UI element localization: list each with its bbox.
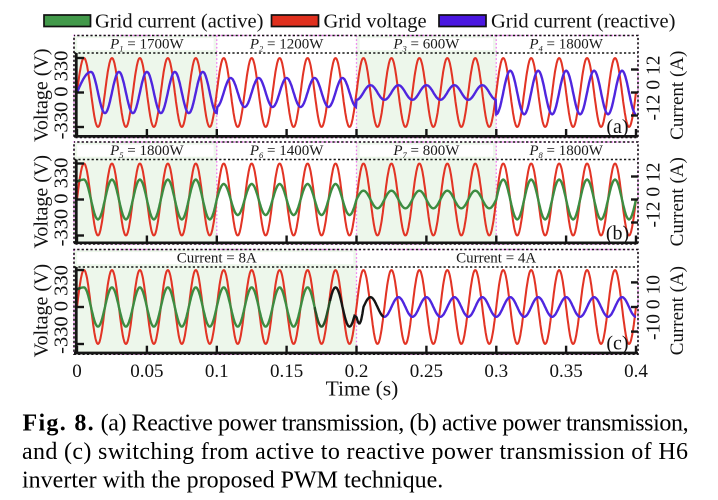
svg-text:-330 0 330: -330 0 330 xyxy=(51,51,73,140)
svg-text:Voltage (V): Voltage (V) xyxy=(31,155,53,249)
svg-text:P5 = 1800W: P5 = 1800W xyxy=(109,143,184,160)
svg-text:and (c) switching from active: and (c) switching from active to reactiv… xyxy=(22,439,688,465)
svg-text:Current (A): Current (A) xyxy=(667,157,688,246)
svg-text:-330 0 330: -330 0 330 xyxy=(51,265,73,354)
svg-text:0.15: 0.15 xyxy=(270,361,303,382)
svg-text:Voltage (V): Voltage (V) xyxy=(31,49,53,143)
svg-text:P8 = 1800W: P8 = 1800W xyxy=(528,143,603,160)
svg-text:-12 0 12: -12 0 12 xyxy=(644,163,665,228)
svg-text:0.4: 0.4 xyxy=(624,361,648,382)
svg-text:-330 0 330: -330 0 330 xyxy=(51,158,73,247)
svg-text:P2 = 1200W: P2 = 1200W xyxy=(249,36,324,53)
svg-text:P4 = 1800W: P4 = 1800W xyxy=(528,36,603,53)
svg-text:0.25: 0.25 xyxy=(410,361,443,382)
svg-text:Voltage (V): Voltage (V) xyxy=(31,264,53,358)
svg-text:Grid voltage: Grid voltage xyxy=(324,11,427,33)
svg-text:P1 = 1700W: P1 = 1700W xyxy=(109,36,184,53)
svg-text:P3 = 600W: P3 = 600W xyxy=(392,36,460,53)
svg-text:(a): (a) xyxy=(606,116,628,138)
svg-text:Grid current (reactive): Grid current (reactive) xyxy=(491,11,675,33)
svg-text:-12 0 12: -12 0 12 xyxy=(644,56,665,121)
svg-text:0: 0 xyxy=(72,361,82,382)
svg-text:Grid current (active): Grid current (active) xyxy=(95,11,263,33)
svg-text:0.35: 0.35 xyxy=(549,361,582,382)
svg-text:0.2: 0.2 xyxy=(345,361,369,382)
svg-text:Current = 8A: Current = 8A xyxy=(177,250,257,266)
svg-text:Current (A): Current (A) xyxy=(667,266,688,355)
svg-text:Current = 4A: Current = 4A xyxy=(456,250,536,266)
svg-text:Time (s): Time (s) xyxy=(326,377,399,401)
svg-text:(c): (c) xyxy=(606,333,628,355)
svg-text:(b): (b) xyxy=(606,223,629,245)
svg-text:0.3: 0.3 xyxy=(484,361,508,382)
svg-text:Current (A): Current (A) xyxy=(667,51,688,140)
svg-text:(a) Reactive power transmissio: (a) Reactive power transmission, (b) act… xyxy=(101,411,689,437)
svg-text:0.1: 0.1 xyxy=(205,361,229,382)
svg-text:P7 = 800W: P7 = 800W xyxy=(392,143,460,160)
svg-text:inverter with the proposed PWM: inverter with the proposed PWM technique… xyxy=(22,468,443,494)
svg-text:P6 = 1400W: P6 = 1400W xyxy=(249,143,324,160)
svg-text:-10 0 10: -10 0 10 xyxy=(644,275,665,340)
svg-text:Fig. 8.: Fig. 8. xyxy=(23,411,95,437)
svg-text:0.05: 0.05 xyxy=(130,361,163,382)
